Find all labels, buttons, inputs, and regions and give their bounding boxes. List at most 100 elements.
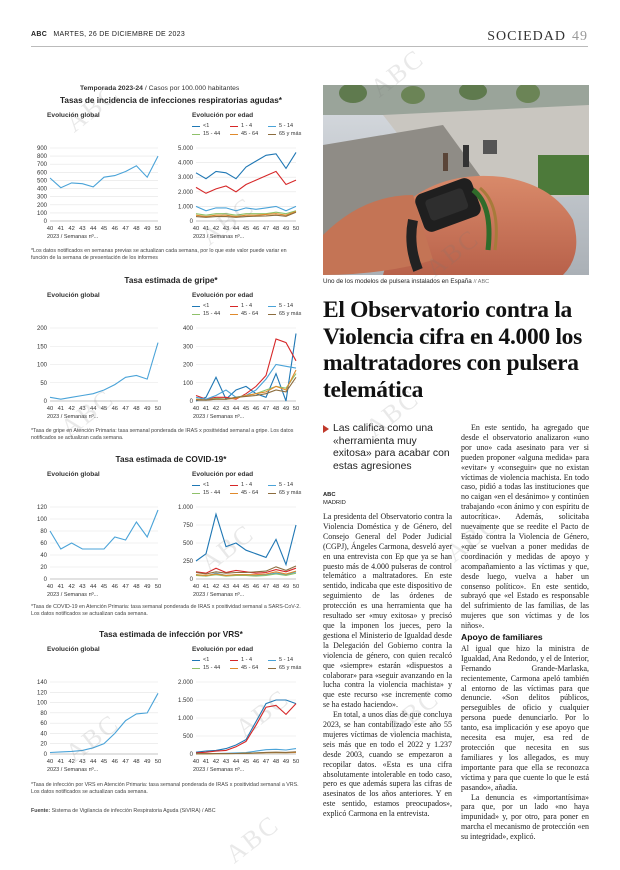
global-label: Evolución global bbox=[47, 292, 100, 299]
global-x-tick: 45 bbox=[101, 226, 107, 232]
age-y-tick: 0 bbox=[190, 752, 194, 758]
global-x-tick: 40 bbox=[47, 226, 53, 232]
global-y-tick: 300 bbox=[37, 195, 48, 201]
page-header-left: ABC MARTES, 26 DE DICIEMBRE DE 2023 bbox=[31, 31, 185, 38]
page-number: 49 bbox=[572, 29, 588, 44]
global-x-tick: 43 bbox=[79, 759, 85, 765]
series-line-65-y-m-s bbox=[195, 565, 297, 575]
infographic-source: Fuente: Sistema de Vigilancia de infecci… bbox=[31, 808, 311, 815]
global-y-tick: 0 bbox=[44, 219, 48, 225]
legend-swatch bbox=[230, 485, 238, 487]
age-label: Evolución por edad bbox=[192, 471, 254, 478]
global-x-tick: 49 bbox=[144, 759, 150, 765]
series-line-45-64 bbox=[195, 210, 297, 218]
legend-label: 5 - 14 bbox=[279, 123, 294, 129]
legend-label: 65 y más bbox=[279, 490, 302, 496]
global-y-tick: 120 bbox=[37, 690, 48, 696]
age-x-tick: 46 bbox=[253, 759, 259, 765]
age-y-tick: 4.000 bbox=[178, 161, 194, 167]
global-y-tick: 50 bbox=[40, 381, 47, 387]
chart-title: Tasa estimada de COVID-19* bbox=[115, 455, 227, 464]
legend-label: 1 - 4 bbox=[241, 482, 253, 488]
age-x-tick: 42 bbox=[213, 584, 219, 590]
global-x-tick: 45 bbox=[101, 584, 107, 590]
age-label: Evolución por edad bbox=[192, 112, 254, 119]
x-axis-caption: 2023 / Semanas nº... bbox=[193, 767, 245, 773]
age-x-tick: 48 bbox=[273, 226, 279, 232]
global-x-tick: 47 bbox=[122, 759, 128, 765]
age-x-tick: 44 bbox=[233, 226, 240, 232]
global-x-tick: 49 bbox=[144, 406, 150, 412]
legend-label: <1 bbox=[203, 123, 210, 129]
age-x-tick: 44 bbox=[233, 759, 240, 765]
age-label: Evolución por edad bbox=[192, 646, 254, 653]
age-y-tick: 0 bbox=[190, 577, 194, 583]
legend-label: 1 - 4 bbox=[241, 123, 253, 129]
age-x-tick: 40 bbox=[193, 226, 199, 232]
x-axis-caption: 2023 / Semanas nº... bbox=[193, 592, 245, 598]
legend-label: 15 - 44 bbox=[203, 131, 221, 137]
x-axis-caption: 2023 / Semanas nº... bbox=[193, 414, 245, 420]
legend-swatch bbox=[230, 668, 238, 670]
global-x-tick: 44 bbox=[90, 584, 97, 590]
series-line-65-y-m-s bbox=[196, 376, 297, 401]
legend-swatch bbox=[268, 485, 276, 487]
global-y-tick: 140 bbox=[37, 680, 48, 686]
legend-label: 15 - 44 bbox=[203, 490, 221, 496]
legend-swatch bbox=[230, 660, 238, 662]
age-y-tick: 2.000 bbox=[178, 190, 194, 196]
x-axis-caption: 2023 / Semanas nº... bbox=[193, 234, 245, 240]
global-x-tick: 46 bbox=[112, 226, 118, 232]
age-x-tick: 45 bbox=[243, 584, 249, 590]
age-x-tick: 46 bbox=[253, 584, 259, 590]
x-axis-caption: 2023 / Semanas nº... bbox=[47, 767, 99, 773]
global-y-tick: 100 bbox=[37, 701, 48, 707]
x-axis-caption: 2023 / Semanas nº... bbox=[47, 414, 99, 420]
age-y-tick: 500 bbox=[183, 734, 194, 740]
legend-swatch bbox=[192, 306, 200, 308]
age-x-tick: 47 bbox=[263, 226, 269, 232]
age-y-tick: 1.000 bbox=[178, 716, 194, 722]
global-y-tick: 400 bbox=[37, 187, 48, 193]
global-y-tick: 0 bbox=[44, 752, 48, 758]
age-y-tick: 300 bbox=[183, 344, 194, 350]
age-x-tick: 43 bbox=[223, 406, 229, 412]
body-paragraph: Al igual que hizo la ministra de Igualda… bbox=[461, 643, 589, 792]
legend-label: 15 - 44 bbox=[203, 311, 221, 317]
watermark-text: ABC bbox=[220, 809, 285, 869]
global-y-tick: 40 bbox=[40, 553, 47, 559]
global-y-tick: 40 bbox=[40, 731, 47, 737]
legend-label: 65 y más bbox=[279, 311, 302, 317]
age-x-tick: 50 bbox=[293, 406, 299, 412]
global-label: Evolución global bbox=[47, 471, 100, 478]
chart-note: *Tasa de COVID-19 en Atención Primaria: … bbox=[31, 604, 301, 617]
legend-swatch bbox=[192, 660, 200, 662]
newspaper-name: ABC bbox=[31, 31, 48, 38]
age-y-tick: 750 bbox=[183, 523, 194, 529]
series-line--1 bbox=[195, 699, 297, 753]
legend-label: 45 - 64 bbox=[241, 131, 259, 137]
legend-swatch bbox=[230, 306, 238, 308]
series-line-1-4 bbox=[195, 338, 297, 400]
legend-swatch bbox=[192, 668, 200, 670]
age-y-tick: 0 bbox=[190, 219, 194, 225]
series-line-65-y-m-s bbox=[195, 211, 297, 218]
global-label: Evolución global bbox=[47, 646, 100, 653]
age-y-tick: 1.000 bbox=[178, 204, 194, 210]
global-x-tick: 45 bbox=[101, 406, 107, 412]
global-x-tick: 50 bbox=[155, 584, 161, 590]
issue-date: MARTES, 26 DE DICIEMBRE DE 2023 bbox=[53, 31, 186, 38]
age-x-tick: 48 bbox=[273, 406, 279, 412]
legend-swatch bbox=[192, 314, 200, 316]
page-header-right: SOCIEDAD 49 bbox=[487, 29, 588, 45]
global-y-tick: 20 bbox=[40, 565, 47, 571]
global-x-tick: 50 bbox=[155, 759, 161, 765]
season-label-text: Temporada 2023-24 bbox=[80, 85, 143, 92]
age-y-tick: 100 bbox=[183, 381, 194, 387]
age-x-tick: 45 bbox=[243, 226, 249, 232]
global-x-tick: 48 bbox=[133, 759, 139, 765]
legend-swatch bbox=[230, 314, 238, 316]
